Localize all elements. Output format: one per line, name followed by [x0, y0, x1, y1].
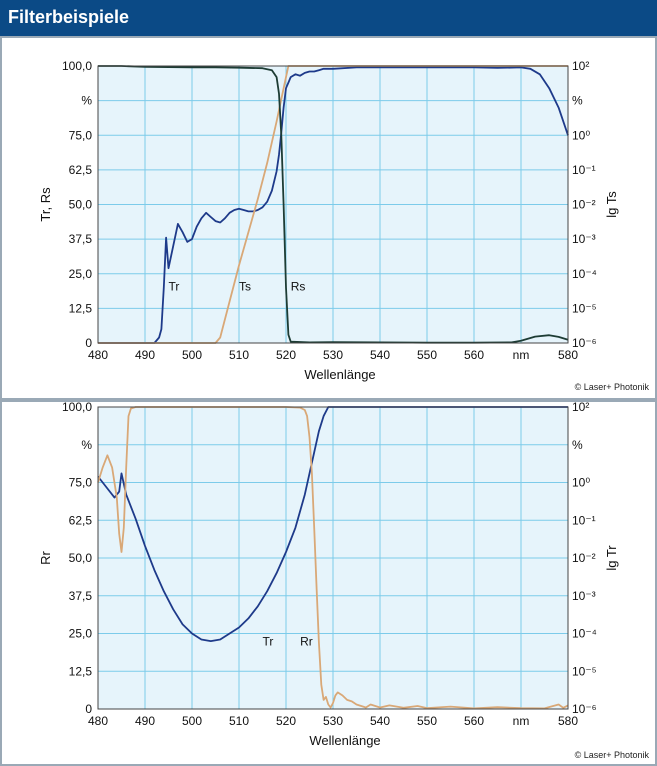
x-axis-label: Wellenlänge: [309, 733, 380, 748]
y-tick-label: 50,0: [69, 198, 93, 212]
x-tick-label: 560: [464, 348, 484, 362]
series-line-rs: [98, 65, 569, 344]
x-tick-label: 520: [276, 348, 296, 362]
series-annotation: Ts: [239, 279, 251, 293]
x-tick-label: 500: [182, 348, 202, 362]
x-tick-label: 510: [229, 714, 249, 728]
y-tick-label: 37,5: [69, 232, 93, 246]
x-tick-label: 480: [88, 714, 108, 728]
x-tick-label: 580: [558, 348, 578, 362]
y2-tick-label: %: [572, 94, 583, 108]
y2-tick-label: 10⁻⁵: [572, 664, 597, 678]
y-tick-label: %: [81, 438, 92, 452]
series-line-tr: [97, 406, 568, 643]
y2-tick-label: 10⁻³: [572, 589, 596, 603]
y2-tick-label: 10⁻²: [572, 198, 596, 212]
y-tick-label: 12,5: [69, 664, 93, 678]
header-bar: Filterbeispiele: [0, 0, 657, 36]
x-tick-label: 490: [135, 348, 155, 362]
x-tick-label: nm: [513, 714, 530, 728]
y2-tick-label: 10⁻³: [572, 232, 596, 246]
y-tick-label: 12,5: [69, 301, 93, 315]
x-tick-label: 560: [464, 714, 484, 728]
chart-panel-2: 480 490 500 510 520 530 540 550 560 nm 580 0 12,5 25,…: [0, 400, 657, 766]
y-tick-label: 25,0: [69, 627, 93, 641]
x-tick-label: 580: [558, 714, 578, 728]
y2-tick-label: 10⁰: [572, 128, 590, 142]
y2-tick-label: 10⁻¹: [572, 513, 596, 527]
y-tick-label: 0: [85, 336, 92, 350]
y-tick-label: %: [81, 94, 92, 108]
y2-axis-label: lg Tr: [604, 545, 619, 571]
x-tick-label: 540: [370, 714, 390, 728]
chart-panel-1: 480 490 500 510 520 530 540 550 560 nm 580 0 12,5 25,…: [0, 36, 657, 400]
y2-axis-label: lg Ts: [604, 191, 619, 218]
x-tick-label: 520: [276, 714, 296, 728]
series-line-rr: [97, 406, 569, 710]
x-tick-label: 500: [182, 714, 202, 728]
y2-tick-label: 10⁻⁶: [572, 702, 597, 716]
x-tick-label: nm: [513, 348, 530, 362]
chart-1-svg: 480 490 500 510 520 530 540 550 560 nm 580 0 12,5 25,…: [38, 59, 619, 382]
copyright-2: © Laser+ Photonik: [574, 750, 649, 760]
x-tick-label: 540: [370, 348, 390, 362]
y-tick-label: 25,0: [69, 267, 93, 281]
y2-tick-label: 10²: [572, 59, 589, 73]
plot-border: [97, 406, 569, 710]
y-tick-label: 37,5: [69, 589, 93, 603]
y2-tick-label: 10²: [572, 402, 589, 414]
y2-tick-label: 10⁰: [572, 476, 590, 490]
chart-2-svg: 480 490 500 510 520 530 540 550 560 nm 580 0 12,5 25,…: [38, 402, 619, 748]
y-tick-label: 100,0: [62, 402, 92, 414]
x-tick-label: 550: [417, 348, 437, 362]
y2-tick-label: %: [572, 438, 583, 452]
x-tick-label: 550: [417, 714, 437, 728]
x-tick-label: 510: [229, 348, 249, 362]
y2-tick-label: 10⁻²: [572, 551, 596, 565]
y-axis-label: Tr, Rs: [38, 187, 53, 222]
series-annotation: Tr: [169, 279, 180, 293]
y-tick-label: 50,0: [69, 551, 93, 565]
plot-border: [97, 65, 569, 344]
y-tick-label: 100,0: [62, 59, 92, 73]
x-tick-label: 530: [323, 348, 343, 362]
page-title: Filterbeispiele: [8, 7, 130, 27]
y-tick-label: 62,5: [69, 513, 93, 527]
x-tick-label: 490: [135, 714, 155, 728]
x-tick-label: 530: [323, 714, 343, 728]
y-tick-label: 75,0: [69, 476, 93, 490]
series-annotation: Tr: [263, 635, 274, 649]
y2-tick-label: 10⁻⁴: [572, 267, 597, 281]
series-annotation: Rr: [300, 635, 313, 649]
series-line-ts: [98, 65, 568, 344]
y2-tick-label: 10⁻¹: [572, 163, 596, 177]
series-annotation: Rs: [291, 279, 306, 293]
y-tick-label: 0: [85, 702, 92, 716]
y2-tick-label: 10⁻⁶: [572, 336, 597, 350]
y-axis-label: Rr: [38, 550, 53, 564]
y-tick-label: 62,5: [69, 163, 93, 177]
y2-tick-label: 10⁻⁵: [572, 301, 597, 315]
x-axis-label: Wellenlänge: [304, 367, 375, 382]
y-tick-label: 75,0: [69, 128, 93, 142]
copyright-1: © Laser+ Photonik: [574, 382, 649, 392]
x-tick-label: 480: [88, 348, 108, 362]
series-line-tr: [98, 66, 569, 344]
y2-tick-label: 10⁻⁴: [572, 627, 597, 641]
